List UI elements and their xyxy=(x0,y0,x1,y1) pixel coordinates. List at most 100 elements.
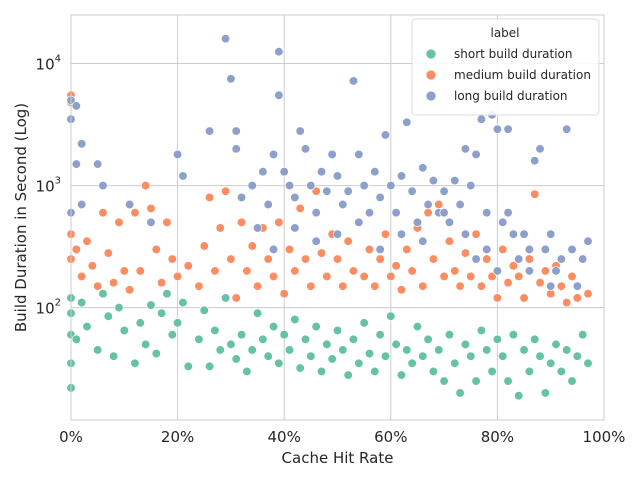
data-point xyxy=(375,330,385,340)
data-point xyxy=(290,314,300,325)
data-point xyxy=(460,248,471,258)
data-point xyxy=(364,208,375,218)
data-point xyxy=(151,348,161,359)
series-short-build-duration xyxy=(66,285,593,401)
data-point xyxy=(284,180,295,191)
x-tick-labels: 0% 20% 40% 60% 80% 100% xyxy=(59,428,625,446)
data-point xyxy=(87,261,97,271)
data-point xyxy=(508,330,519,340)
x-tick-label: 20% xyxy=(161,428,194,446)
data-point xyxy=(231,126,241,136)
data-point xyxy=(146,217,156,227)
data-point xyxy=(338,281,348,291)
data-point xyxy=(354,217,364,227)
data-point xyxy=(332,325,343,336)
data-point xyxy=(178,171,188,181)
data-point xyxy=(364,244,375,255)
data-point xyxy=(375,244,385,255)
data-point xyxy=(274,217,284,227)
data-point xyxy=(423,334,433,344)
data-point xyxy=(146,300,156,310)
data-point xyxy=(295,203,305,214)
data-point xyxy=(172,271,183,282)
data-point xyxy=(316,167,327,177)
data-point xyxy=(546,281,556,291)
data-point xyxy=(311,186,321,196)
data-point xyxy=(204,192,215,203)
data-point xyxy=(236,192,247,203)
x-tick-label: 0% xyxy=(59,428,83,446)
data-point xyxy=(119,266,129,276)
data-point xyxy=(370,167,380,177)
data-point xyxy=(300,254,311,264)
data-point xyxy=(258,334,268,344)
data-point xyxy=(535,278,545,288)
data-point xyxy=(71,159,81,169)
data-point xyxy=(252,223,263,233)
data-point xyxy=(583,358,593,368)
data-point xyxy=(77,297,87,308)
data-point xyxy=(258,167,268,177)
data-point xyxy=(551,339,561,350)
x-tick-label: 40% xyxy=(268,428,301,446)
data-point xyxy=(455,388,465,398)
data-point xyxy=(476,325,487,336)
data-point xyxy=(519,345,529,355)
legend: label short build duration medium build d… xyxy=(411,18,600,116)
data-point xyxy=(471,376,481,386)
data-point xyxy=(348,334,359,344)
data-point xyxy=(220,293,231,303)
data-point xyxy=(354,358,364,368)
data-point xyxy=(375,254,385,264)
data-point xyxy=(572,281,582,291)
data-point xyxy=(359,271,369,282)
data-point xyxy=(428,175,439,186)
data-point xyxy=(466,271,476,282)
data-point xyxy=(231,354,241,364)
data-point xyxy=(114,217,124,227)
data-point xyxy=(503,124,513,134)
data-point xyxy=(71,101,81,111)
data-point xyxy=(124,199,135,210)
data-point xyxy=(498,244,508,255)
data-point xyxy=(375,192,385,203)
data-point xyxy=(162,217,172,227)
data-point xyxy=(476,114,487,124)
data-point xyxy=(316,248,327,258)
data-point xyxy=(92,281,103,291)
data-points xyxy=(66,34,593,401)
data-point xyxy=(183,261,193,271)
data-point xyxy=(231,144,241,154)
legend-label: medium build duration xyxy=(454,68,591,82)
data-point xyxy=(306,281,316,291)
data-point xyxy=(434,199,444,210)
data-point xyxy=(423,199,433,210)
data-point xyxy=(316,366,327,377)
data-point xyxy=(71,334,81,344)
data-point xyxy=(524,266,535,276)
data-point xyxy=(108,351,119,361)
data-point xyxy=(391,339,401,350)
data-point xyxy=(535,144,545,154)
data-point xyxy=(364,348,375,359)
data-point xyxy=(492,266,503,276)
data-point xyxy=(226,74,236,84)
data-point xyxy=(354,149,364,160)
data-point xyxy=(178,297,188,308)
data-point xyxy=(428,254,439,264)
data-point xyxy=(92,159,103,169)
data-point xyxy=(290,192,300,203)
legend-entries: short build duration medium build duratio… xyxy=(425,47,591,103)
data-point xyxy=(220,186,231,196)
data-point xyxy=(524,254,535,264)
data-point xyxy=(524,244,535,255)
data-point xyxy=(556,254,567,264)
data-point xyxy=(279,167,289,177)
data-point xyxy=(402,117,412,127)
data-point xyxy=(471,149,481,160)
data-point xyxy=(252,281,263,291)
data-point xyxy=(583,236,593,246)
data-point xyxy=(268,244,279,255)
data-point xyxy=(370,366,380,377)
